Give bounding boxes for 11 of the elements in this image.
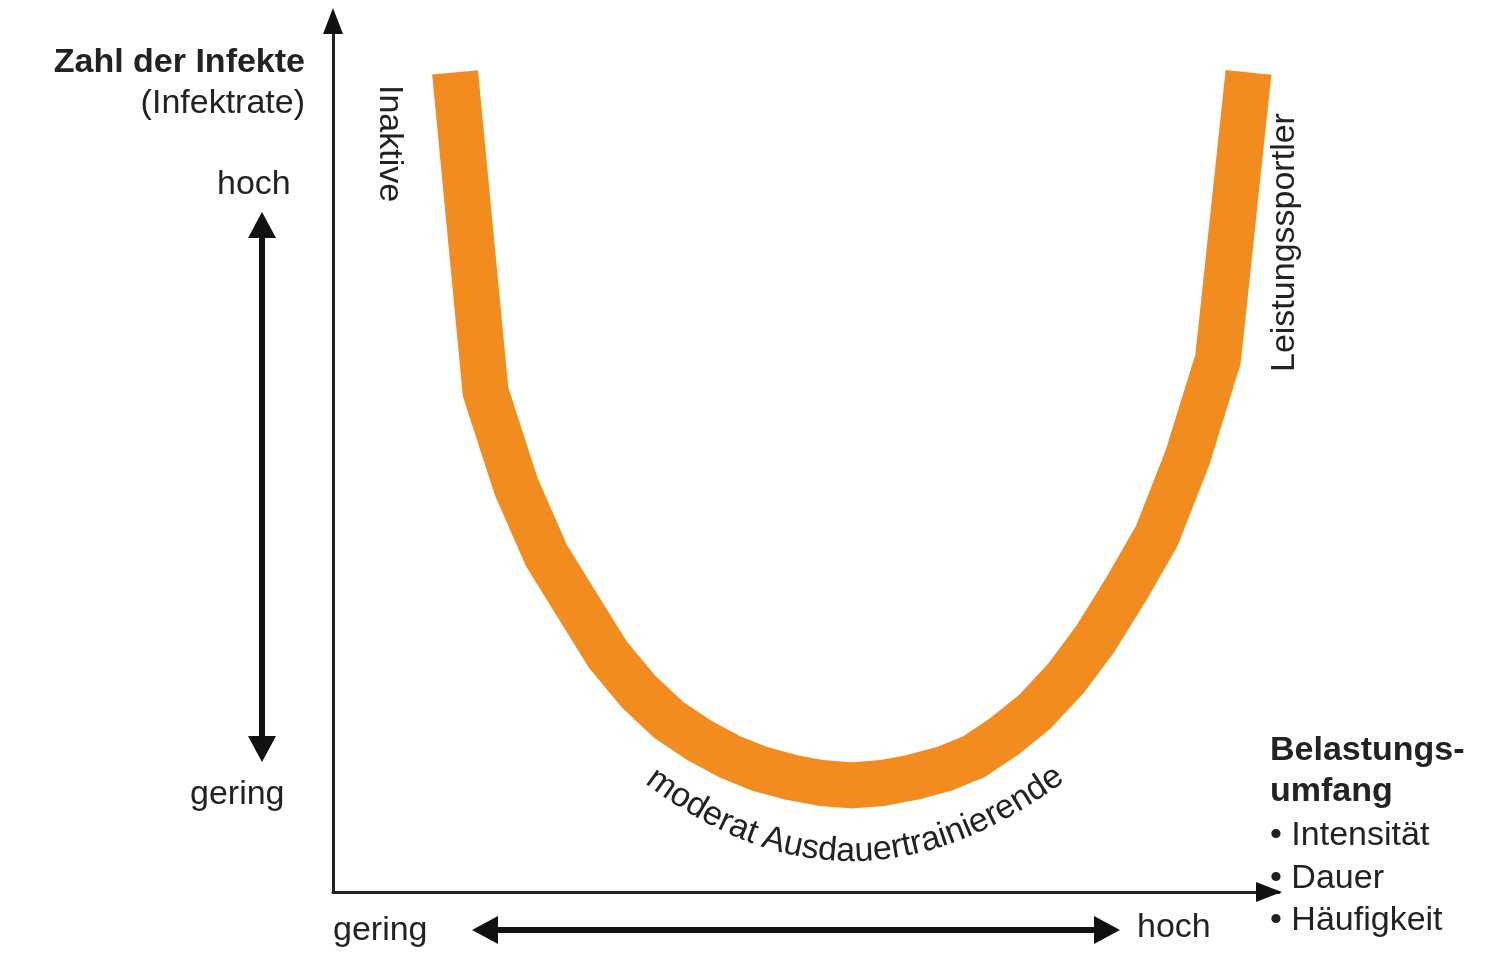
annotation: Leistungssportler xyxy=(1263,113,1301,372)
y-axis-title: Zahl der Infekte (Infektrate) xyxy=(53,41,305,120)
text: gering xyxy=(333,909,428,947)
annotation: Inaktive xyxy=(373,85,411,203)
text: hoch xyxy=(1137,906,1211,944)
x-axis-title: Belastungs- umfang xyxy=(1270,729,1465,808)
annotation: • Intensität xyxy=(1270,814,1430,852)
annotation: • Dauer xyxy=(1270,856,1384,895)
text: hoch xyxy=(217,163,291,201)
text: • Häufigkeit xyxy=(1270,899,1443,937)
text: gering xyxy=(190,773,285,811)
